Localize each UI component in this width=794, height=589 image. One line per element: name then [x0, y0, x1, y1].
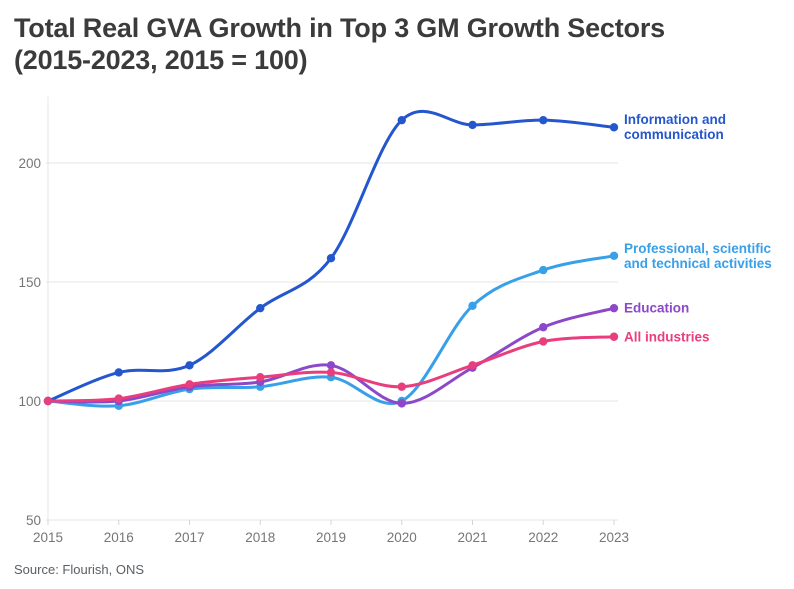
source-attribution: Source: Flourish, ONS	[14, 562, 145, 577]
series-label-education: Education	[624, 301, 689, 316]
data-point-all-industries-2018	[256, 373, 265, 382]
chart-title-line1: Total Real GVA Growth in Top 3 GM Growth…	[14, 13, 665, 43]
data-point-information-and-communication-2018	[256, 303, 265, 313]
series-label-line: Professional, scientific	[624, 240, 772, 256]
series-label-line: and technical activities	[624, 255, 772, 271]
x-tick-label-2018: 2018	[245, 530, 275, 545]
x-tick-label-2023: 2023	[599, 530, 629, 545]
x-tick-label-2021: 2021	[457, 530, 487, 545]
series-label-line: All industries	[624, 329, 710, 345]
series-line-professional-scientific-and-technical-activities	[46, 254, 616, 408]
x-tick-label-2022: 2022	[528, 530, 558, 545]
data-point-education-2022	[539, 323, 548, 332]
series-label-all-industries: All industries	[624, 329, 710, 344]
data-point-all-industries-2020	[397, 382, 406, 391]
data-point-information-and-communication-2021	[468, 120, 477, 130]
data-point-information-and-communication-2016	[114, 368, 123, 377]
data-point-information-and-communication-2023	[609, 123, 619, 132]
x-tick-label-2016: 2016	[104, 530, 134, 545]
series-line-information-and-communication	[46, 109, 616, 403]
data-point-education-2019	[326, 361, 336, 370]
data-point-education-2020	[397, 399, 406, 408]
series-label-line: Information and	[624, 112, 726, 128]
x-tick-label-2020: 2020	[387, 530, 417, 545]
data-point-information-and-communication-2022	[539, 115, 548, 125]
data-point-all-industries-2016	[114, 394, 123, 403]
data-point-professional-scientific-and-technical-activities-2021	[468, 301, 477, 310]
data-point-information-and-communication-2017	[185, 361, 194, 370]
data-point-information-and-communication-2020	[397, 115, 406, 125]
data-point-all-industries-2017	[185, 380, 194, 389]
series-label-professional-scientific-and-technical-activities: Professional, scientific and technical ac…	[624, 241, 772, 271]
series-label-line: Education	[624, 300, 690, 316]
series-label-information-and-communication: Information and communication	[624, 112, 726, 142]
data-point-all-industries-2021	[468, 361, 477, 370]
data-point-professional-scientific-and-technical-activities-2023	[609, 251, 619, 261]
data-point-all-industries-2022	[539, 337, 548, 346]
y-tick-label-100: 100	[18, 394, 41, 409]
data-point-all-industries-2015	[43, 396, 53, 406]
x-tick-label-2019: 2019	[316, 530, 346, 545]
data-point-all-industries-2019	[326, 368, 336, 377]
data-point-information-and-communication-2019	[326, 254, 336, 263]
series-label-line: communication	[624, 127, 724, 143]
series-line-education	[46, 306, 616, 405]
chart-title-line2: (2015-2023, 2015 = 100)	[14, 45, 308, 75]
data-point-all-industries-2023	[609, 332, 619, 341]
chart-title: Total Real GVA Growth in Top 3 GM Growth…	[14, 12, 774, 76]
y-tick-label-150: 150	[18, 275, 41, 290]
data-point-education-2023	[609, 303, 619, 313]
x-tick-label-2017: 2017	[174, 530, 204, 545]
y-tick-label-200: 200	[18, 156, 41, 171]
data-point-professional-scientific-and-technical-activities-2022	[539, 265, 548, 275]
x-tick-label-2015: 2015	[33, 530, 63, 545]
y-tick-label-50: 50	[26, 513, 41, 528]
